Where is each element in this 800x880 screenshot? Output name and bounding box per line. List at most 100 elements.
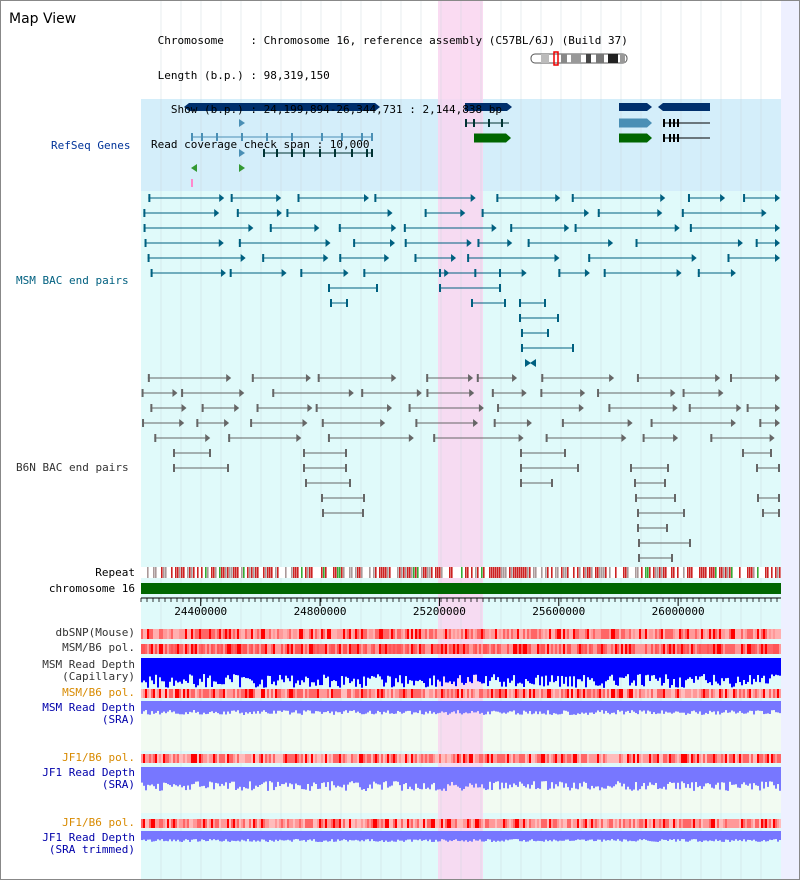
msm-read-depth-capillary-label[interactable]: MSM Read Depth (Capillary) [1,659,135,683]
polymorphism-bin [691,644,693,654]
repeat-element [475,567,477,578]
read-depth-bin [193,701,195,711]
polymorphism-bin [643,754,645,763]
polymorphism-bin [147,689,149,698]
read-depth-bin [653,767,655,786]
polymorphism-bin [537,819,539,828]
read-depth-bin [395,701,397,714]
repeat-element [247,567,249,578]
polymorphism-bin [751,754,753,763]
polymorphism-bin [499,629,501,639]
polymorphism-bin [287,644,289,654]
refseq-genes-label[interactable]: RefSeq Genes [51,139,131,152]
read-depth-bin [753,701,755,715]
read-depth-bin [219,767,221,787]
read-depth-bin [399,658,401,676]
read-depth-bin [685,767,687,788]
polymorphism-bin [529,689,531,698]
msm-b6-pol-label-1[interactable]: MSM/B6 pol. [62,641,135,654]
dbsnp-label[interactable]: dbSNP(Mouse) [55,626,135,639]
polymorphism-bin [255,629,257,639]
bac-end [755,239,758,247]
exon [263,149,265,157]
read-depth-bin [489,767,491,782]
polymorphism-bin [671,629,673,639]
polymorphism-bin [389,819,391,828]
polymorphism-bin [645,754,647,763]
repeat-label[interactable]: Repeat [95,566,135,579]
msm-read-depth-sra-label[interactable]: MSM Read Depth (SRA) [1,702,135,726]
polymorphism-bin [145,754,147,763]
polymorphism-bin [733,754,735,763]
polymorphism-bin [343,754,345,763]
repeat-element [189,567,191,578]
polymorphism-bin [391,754,393,763]
read-depth-bin [525,831,527,842]
bac-end [256,404,259,412]
polymorphism-bin [577,689,579,698]
read-depth-bin [621,658,623,678]
b6n-bac-label[interactable]: B6N BAC end pairs [16,461,129,474]
repeat-element [379,567,381,578]
read-depth-bin [615,701,617,715]
exon [673,134,675,142]
polymorphism-bin [191,754,193,763]
repeat-element [175,567,177,578]
jf1-read-depth-sra-label[interactable]: JF1 Read Depth (SRA) [1,767,135,791]
polymorphism-bin [419,644,421,654]
polymorphism-bin [449,689,451,698]
polymorphism-bin [493,754,495,763]
jf1-b6-pol-label-1[interactable]: JF1/B6 pol. [62,751,135,764]
polymorphism-bin [243,754,245,763]
repeat-element [513,567,515,578]
read-depth-bin [265,658,267,688]
bac-end-arrow [276,194,282,202]
polymorphism-bin [545,819,547,828]
polymorphism-bin [747,754,749,763]
msm-bac-label[interactable]: MSM BAC end pairs [16,274,129,287]
repeat-element [491,567,493,578]
polymorphism-bin [517,689,519,698]
polymorphism-bin [599,689,601,698]
polymorphism-bin [651,644,653,654]
jf1-b6-pol-label-2[interactable]: JF1/B6 pol. [62,816,135,829]
read-depth-bin [163,767,165,783]
polymorphism-bin [567,689,569,698]
polymorphism-bin [743,629,745,639]
polymorphism-bin [563,629,565,639]
polymorphism-bin [627,689,629,698]
read-depth-bin [215,831,217,841]
read-depth-bin [563,658,565,684]
polymorphism-bin [641,819,643,828]
jf1-read-depth-sra-line2: (SRA) [101,778,135,791]
read-depth-bin [295,767,297,784]
read-depth-bin [693,701,695,711]
read-depth-bin [223,831,225,841]
read-depth-bin [383,767,385,783]
read-depth-bin [587,701,589,715]
bac-end [557,314,559,322]
jf1-read-depth-trimmed-label[interactable]: JF1 Read Depth (SRA trimmed) [1,832,135,856]
read-depth-bin [373,701,375,715]
polymorphism-bin [337,629,339,639]
polymorphism-bin [715,644,717,654]
read-depth-bin [543,658,545,687]
read-depth-bin [427,767,429,788]
read-depth-bin [353,767,355,784]
read-depth-bin [379,701,381,713]
read-depth-bin [249,831,251,842]
read-depth-bin [177,701,179,714]
read-depth-bin [557,658,559,677]
polymorphism-bin [341,689,343,698]
polymorphism-bin [679,629,681,639]
read-depth-bin [257,767,259,787]
polymorphism-bin [649,754,651,763]
bac-end [491,389,494,397]
read-depth-bin [709,658,711,683]
polymorphism-bin [677,644,679,654]
msm-b6-pol-label-2[interactable]: MSM/B6 pol. [62,686,135,699]
read-depth-bin [379,658,381,677]
polymorphism-bin [367,644,369,654]
read-depth-bin [463,701,465,714]
